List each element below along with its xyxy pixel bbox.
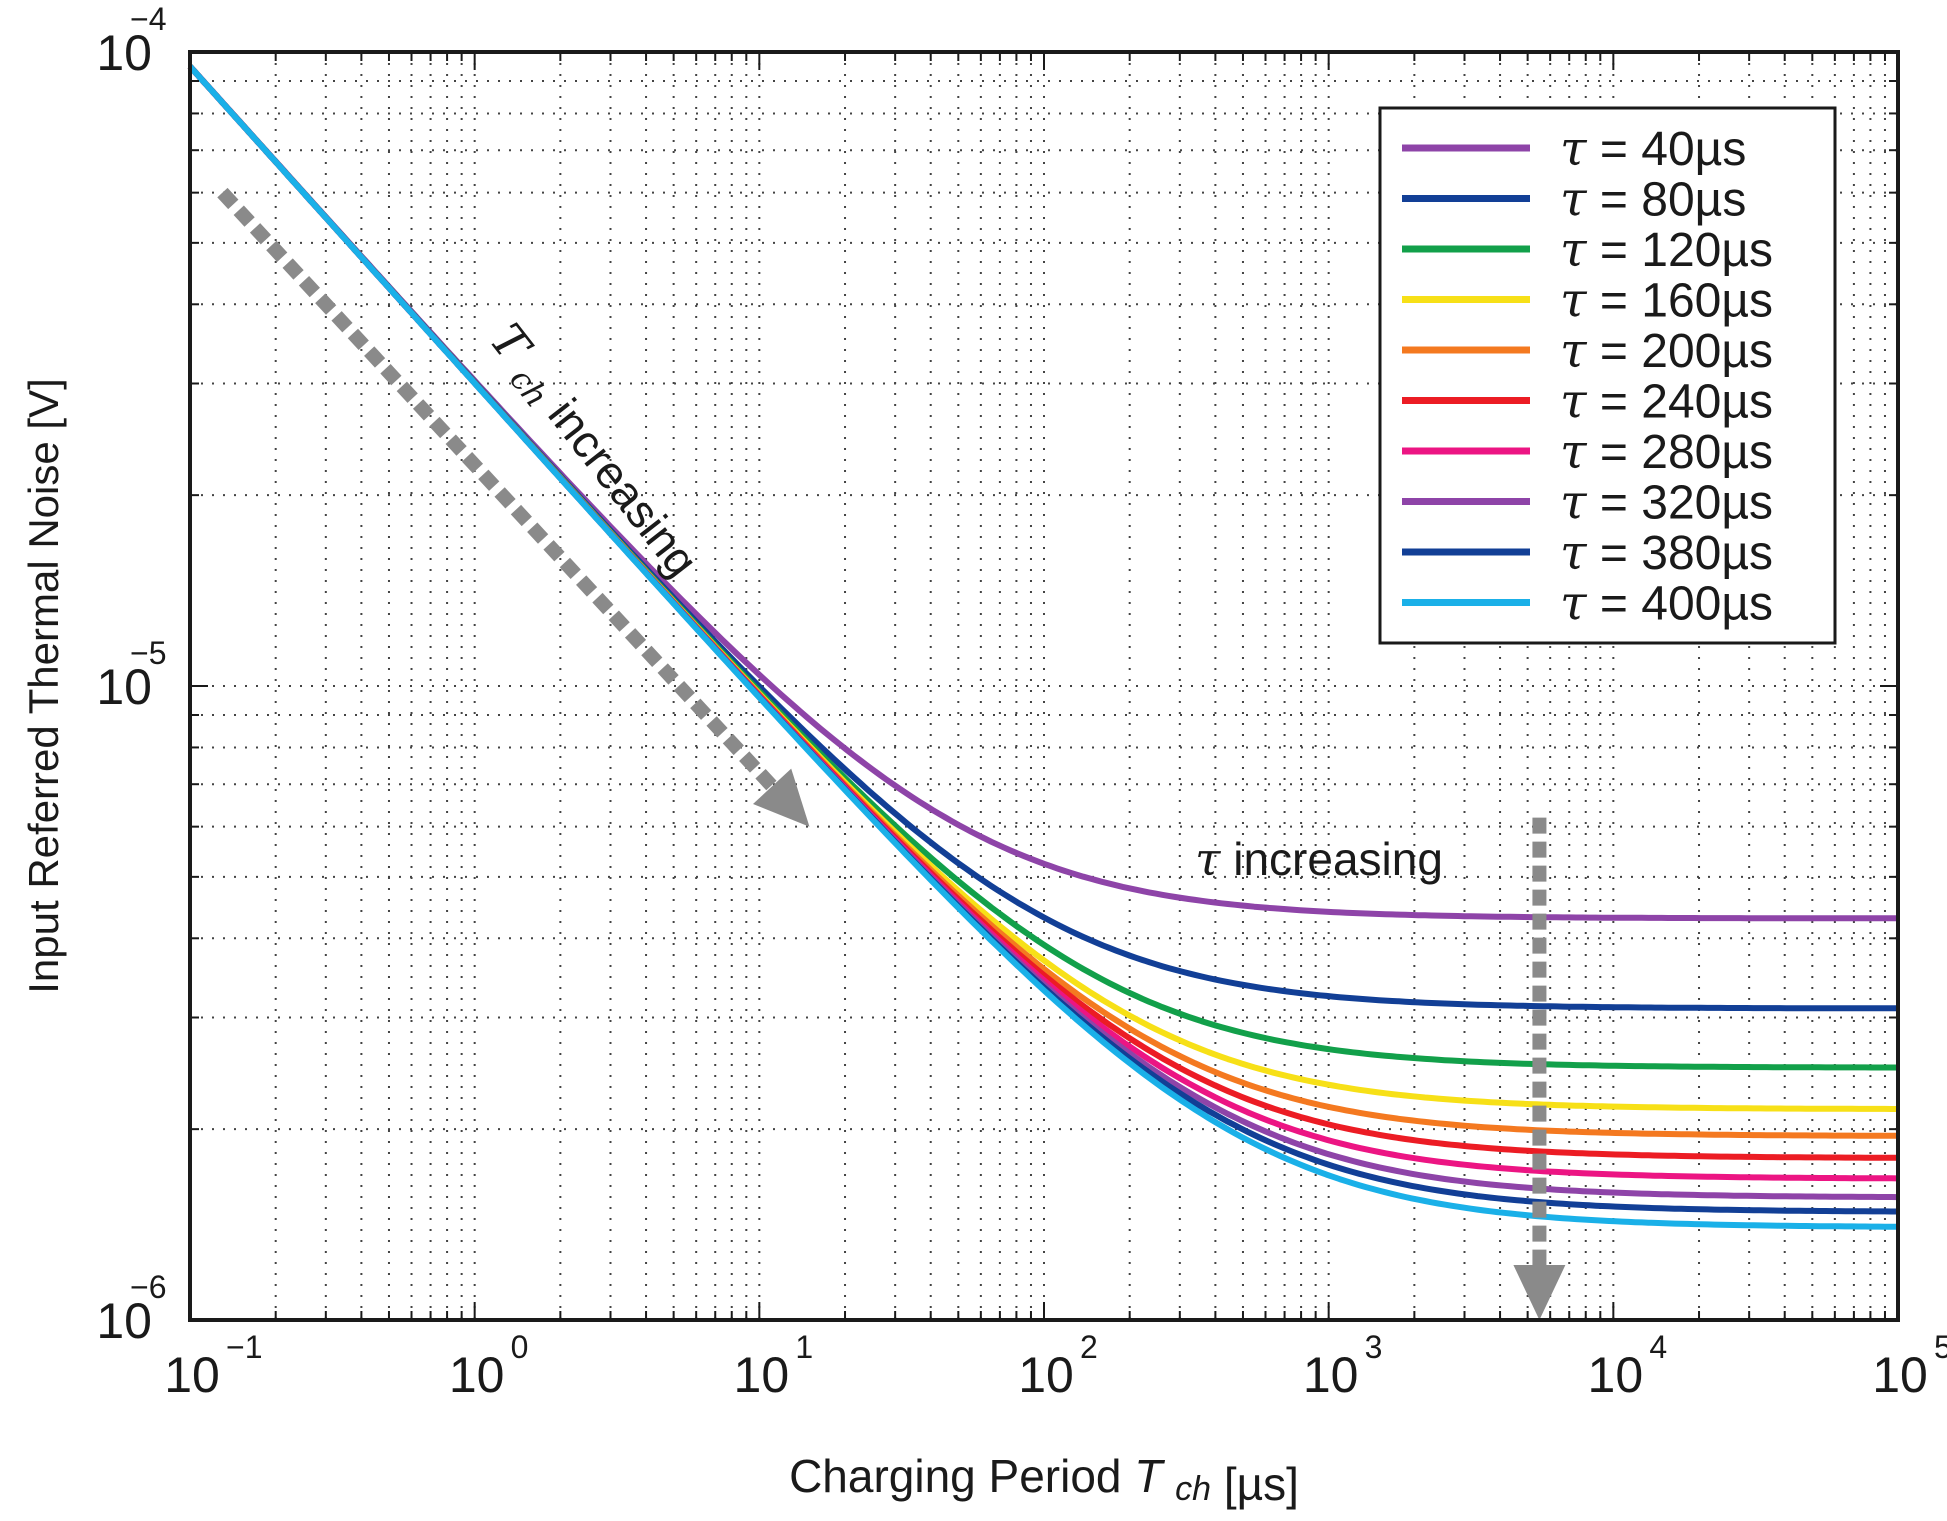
- y-tick-exp: −5: [130, 635, 166, 671]
- y-tick-base: 10: [96, 659, 152, 715]
- legend-item: τ = 40µs: [1402, 121, 1746, 177]
- x-axis-label-unit: [µs]: [1224, 1458, 1299, 1510]
- y-tick-base: 10: [96, 1293, 152, 1349]
- legend-label: τ = 240µs: [1560, 374, 1773, 430]
- x-tick-base: 10: [1018, 1347, 1074, 1403]
- x-tick-base: 10: [734, 1347, 790, 1403]
- legend-label: τ = 120µs: [1560, 222, 1773, 278]
- y-tick-label: 10−4: [96, 1, 166, 81]
- x-axis-label-symbol: T: [1134, 1450, 1165, 1502]
- x-tick-label: 10 1: [734, 1329, 814, 1403]
- legend-label: τ = 380µs: [1560, 525, 1773, 581]
- series-line-tau-400: [187, 64, 1898, 1230]
- legend-item: τ = 240µs: [1402, 374, 1773, 430]
- tau-arrow-head: [1513, 1265, 1566, 1320]
- x-tick-base: 10: [1588, 1347, 1644, 1403]
- annotation-tau-increasing: τ increasing: [1195, 832, 1443, 886]
- x-tick-base: 10: [164, 1347, 220, 1403]
- x-axis-label: Charging Period T ch [µs]: [789, 1450, 1299, 1510]
- y-tick-label: 10−5: [96, 635, 166, 715]
- y-tick-exp: −4: [130, 1, 166, 37]
- y-tick-exp: −6: [130, 1269, 166, 1305]
- legend-item: τ = 120µs: [1402, 222, 1773, 278]
- x-tick-exp: 1: [795, 1329, 813, 1365]
- legend-item: τ = 80µs: [1402, 172, 1746, 228]
- legend-item: τ = 200µs: [1402, 323, 1773, 379]
- series-lines: [187, 64, 1899, 1230]
- x-tick-label: 10 5: [1872, 1329, 1947, 1403]
- legend-item: τ = 400µs: [1402, 576, 1773, 632]
- x-tick-base: 10: [1872, 1347, 1928, 1403]
- legend-label: τ = 80µs: [1560, 172, 1746, 228]
- x-tick-label: 10 4: [1588, 1329, 1668, 1403]
- axis-ticks: 10 −1 10 0 10 1 10 2 10 3 10 4 10 510−610−510−4: [96, 1, 1947, 1403]
- legend-item: τ = 160µs: [1402, 273, 1773, 329]
- legend-item: τ = 320µs: [1402, 475, 1773, 531]
- x-tick-label: 10 −1: [164, 1329, 262, 1403]
- x-tick-exp: 4: [1649, 1329, 1667, 1365]
- legend-label: τ = 400µs: [1560, 576, 1773, 632]
- y-tick-label: 10−6: [96, 1269, 166, 1349]
- x-tick-label: 10 0: [449, 1329, 529, 1403]
- x-tick-exp: 3: [1365, 1329, 1383, 1365]
- x-tick-exp: 0: [511, 1329, 529, 1365]
- legend-label: τ = 320µs: [1560, 475, 1773, 531]
- x-tick-label: 10 3: [1303, 1329, 1383, 1403]
- tau-arrow: [1513, 817, 1566, 1320]
- legend-label: τ = 160µs: [1560, 273, 1773, 329]
- legend-item: τ = 380µs: [1402, 525, 1773, 581]
- x-tick-exp: −1: [226, 1329, 262, 1365]
- x-axis-label-text: Charging Period: [789, 1450, 1121, 1502]
- y-tick-base: 10: [96, 25, 152, 81]
- annotation-arrows: [217, 187, 1566, 1320]
- x-axis-label-sub: ch: [1175, 1470, 1211, 1508]
- annotation-tau-text: increasing: [1233, 833, 1443, 885]
- x-tick-label: 10 2: [1018, 1329, 1098, 1403]
- x-tick-exp: 2: [1080, 1329, 1098, 1365]
- x-tick-exp: 5: [1934, 1329, 1947, 1365]
- y-axis-label: Input Referred Thermal Noise [V]: [20, 378, 67, 994]
- tch-arrow-head: [753, 768, 810, 827]
- tch-arrow: [217, 187, 810, 827]
- legend-label: τ = 280µs: [1560, 424, 1773, 480]
- x-tick-base: 10: [449, 1347, 505, 1403]
- annotation-tau-symbol: τ: [1195, 832, 1222, 886]
- legend-item: τ = 280µs: [1402, 424, 1773, 480]
- tch-arrow-shaft: [217, 187, 778, 792]
- legend-label: τ = 200µs: [1560, 323, 1773, 379]
- legend-label: τ = 40µs: [1560, 121, 1746, 177]
- x-tick-base: 10: [1303, 1347, 1359, 1403]
